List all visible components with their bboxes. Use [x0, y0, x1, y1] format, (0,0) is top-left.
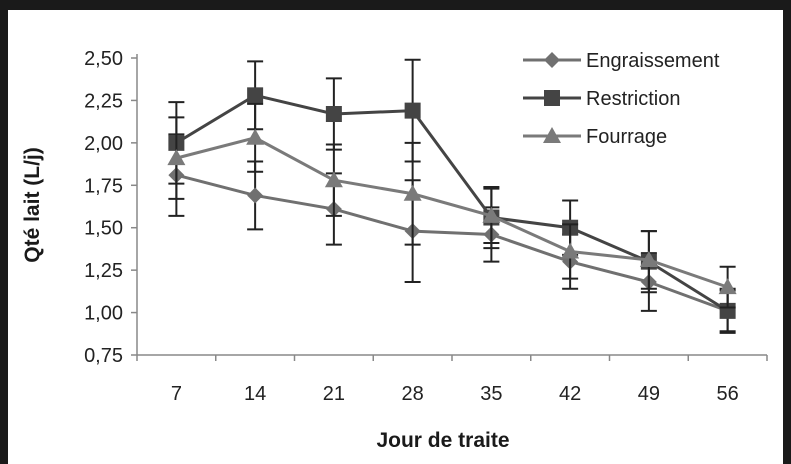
y-tick-label: 1,25 — [84, 260, 123, 282]
series-line-fourrage — [175, 136, 729, 289]
y-tick-label: 1,00 — [84, 303, 123, 325]
series-line-restriction — [175, 93, 729, 313]
legend-marker-triangle — [543, 127, 561, 143]
data-point-restriction — [247, 87, 264, 104]
series-layer — [167, 58, 737, 334]
legend-item-restriction: Restriction — [523, 88, 680, 110]
x-tick-label: 56 — [717, 383, 739, 405]
data-point-engraissement — [247, 187, 264, 204]
series-line-engraissement — [175, 173, 729, 313]
legend-item-fourrage: Fourrage — [523, 126, 667, 148]
x-axis-title: Jour de traite — [376, 429, 509, 452]
y-tick-label: 1,50 — [84, 218, 123, 240]
x-tick-label: 42 — [559, 383, 581, 405]
y-tick-label: 2,00 — [84, 133, 123, 155]
data-point-fourrage — [482, 206, 501, 223]
series-fourrage — [167, 102, 737, 309]
y-tick-label: 1,75 — [84, 175, 123, 197]
y-tick-label: 2,25 — [84, 90, 123, 112]
data-point-fourrage — [639, 250, 658, 267]
x-tick-label: 21 — [323, 383, 345, 405]
legend-label: Engraissement — [586, 50, 720, 72]
data-point-fourrage — [561, 242, 580, 259]
legend-marker-diamond — [544, 52, 560, 68]
legend-item-engraissement: Engraissement — [523, 50, 720, 72]
legend-label: Fourrage — [586, 126, 667, 148]
y-tick-label: 2,50 — [84, 48, 123, 70]
legend-label: Restriction — [586, 88, 680, 110]
data-point-restriction — [404, 102, 421, 119]
data-point-fourrage — [324, 171, 343, 188]
x-tick-label: 28 — [402, 383, 424, 405]
y-axis-title: Qté lait (L/j) — [21, 147, 44, 263]
x-tick-label: 35 — [480, 383, 502, 405]
data-point-fourrage — [403, 184, 422, 201]
legend-marker-square — [544, 90, 560, 106]
axes — [131, 54, 768, 361]
legend: Engraissement Restriction Fourrage — [523, 50, 720, 148]
y-tick-label: 0,75 — [84, 345, 123, 367]
data-point-fourrage — [718, 278, 737, 295]
data-point-restriction — [325, 106, 342, 123]
line-chart: 0,75 1,00 1,25 1,50 1,75 2,00 2,25 2,50 7 14 21 28… — [21, 48, 768, 452]
x-tick-labels: 7 14 21 28 35 42 49 56 — [171, 383, 739, 405]
x-tick-label: 49 — [638, 383, 660, 405]
x-tick-label: 7 — [171, 383, 182, 405]
x-tick-label: 14 — [244, 383, 266, 405]
y-tick-labels: 0,75 1,00 1,25 1,50 1,75 2,00 2,25 2,50 — [84, 48, 123, 367]
data-point-fourrage — [167, 149, 186, 166]
data-point-fourrage — [246, 128, 265, 145]
series-engraissement — [168, 133, 736, 333]
